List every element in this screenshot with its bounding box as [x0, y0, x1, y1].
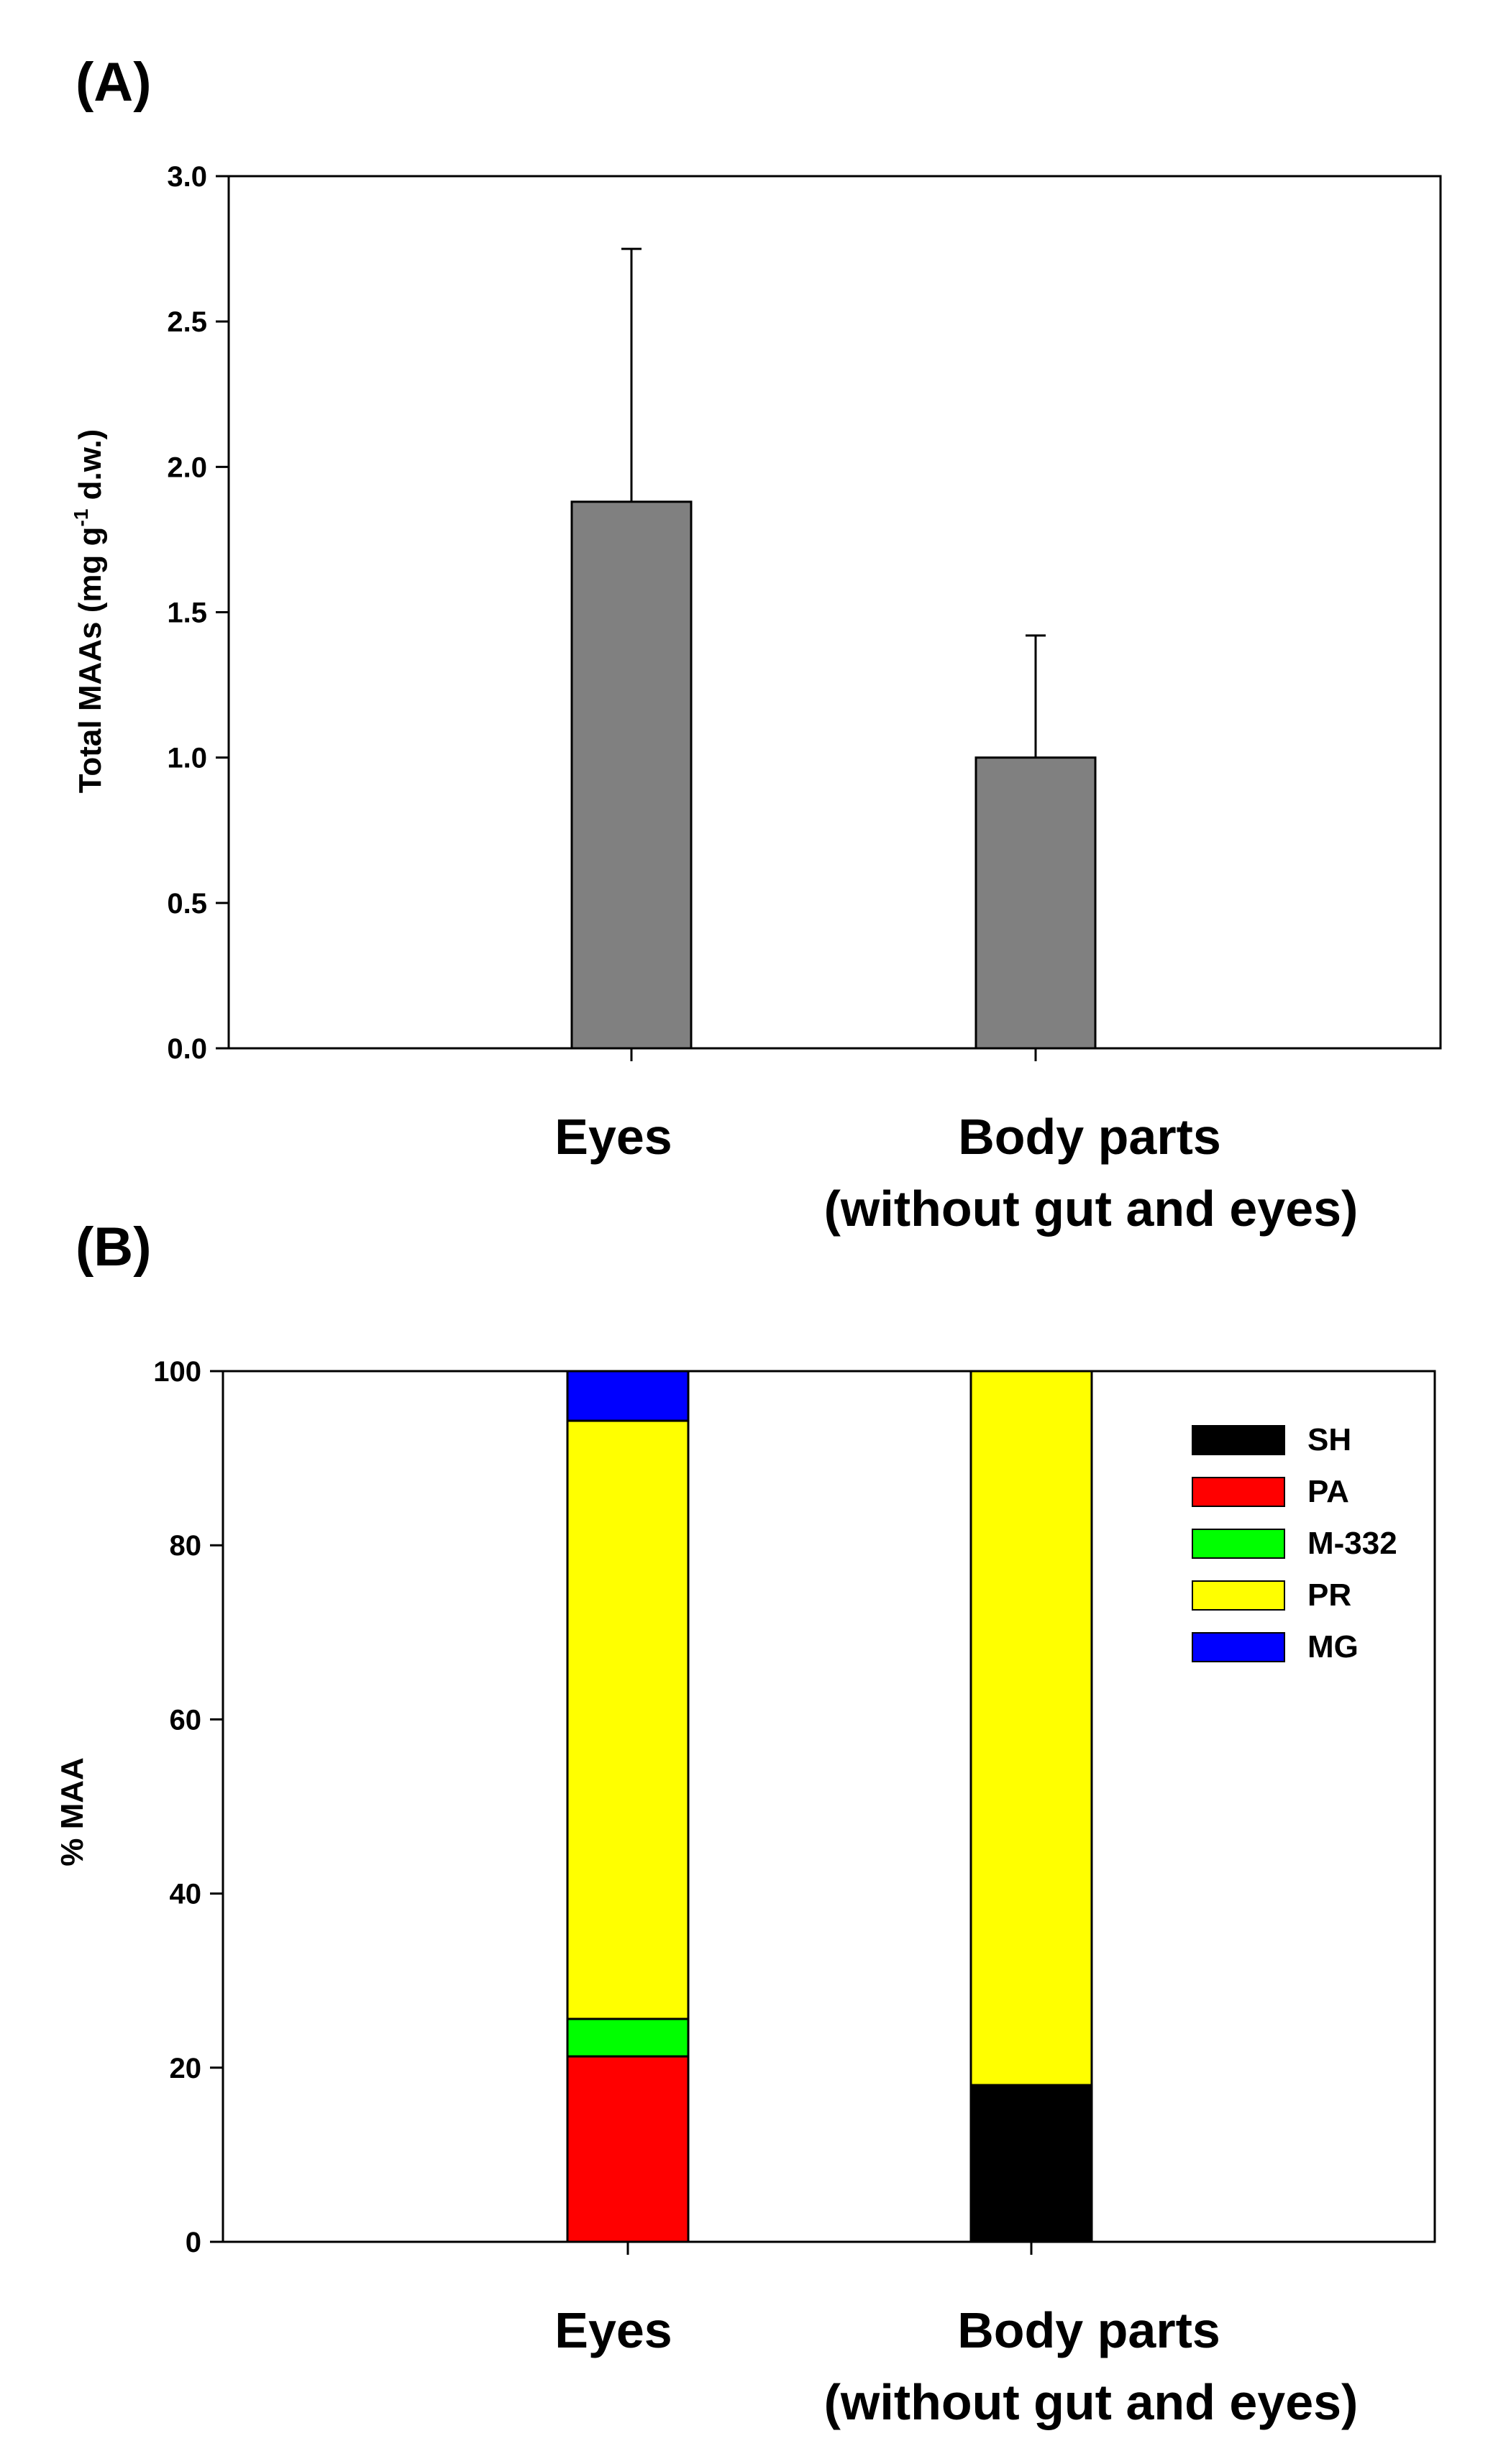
legend-label-sh: SH [1307, 1422, 1351, 1457]
panel-a-y-title-suffix: d.w.) [73, 429, 108, 509]
panel-b-segment-pa [566, 2055, 690, 2243]
panel-a-bar [974, 756, 1097, 1050]
panel-b-y-tick-label: 40 [170, 1879, 202, 1910]
panel-b-bars [566, 1370, 1093, 2243]
legend-label-mg: MG [1307, 1629, 1359, 1664]
panel-b-plot-frame [222, 1370, 1436, 2243]
panel-b-categories: Eyes Body parts (without gut and eyes) [554, 2302, 1358, 2430]
panel-a: (A) Total MAAs (mg g-1 d.w.) 0.0 0.5 1.0 1.… [70, 52, 1442, 1237]
panel-b-y-tick-label: 20 [170, 2053, 202, 2084]
panel-b-segment-sh [969, 2084, 1093, 2243]
panel-a-y-tick-label: 3.0 [167, 161, 207, 193]
legend-label-m-332: M-332 [1307, 1526, 1397, 1561]
panel-b-legend: SH PA M-332 PR MG [1192, 1422, 1397, 1664]
panel-b-segment-m-332 [566, 2018, 690, 2058]
panel-a-y-tick-label: 0.0 [167, 1033, 207, 1065]
panel-b-y-tick-label: 0 [186, 2227, 201, 2258]
panel-a-y-axis-title: Total MAAs (mg g-1 d.w.) [70, 429, 108, 793]
panel-a-y-tick-label: 1.5 [167, 597, 207, 629]
legend-swatch-pa [1192, 1477, 1285, 1507]
panel-a-axes: 0.0 0.5 1.0 1.5 2.0 2.5 3.0 [167, 161, 1442, 1065]
panel-a-bars [570, 247, 1097, 1050]
panel-a-plot-frame [227, 175, 1442, 1050]
panel-a-label: (A) [76, 52, 152, 113]
legend-swatch-m-332 [1192, 1529, 1285, 1559]
legend-label-pr: PR [1307, 1577, 1351, 1613]
panel-b-category-label-line2: (without gut and eyes) [824, 2374, 1359, 2430]
panel-a-y-tick-label: 2.0 [167, 452, 207, 483]
panel-b-category-label: Body parts [957, 2302, 1220, 2358]
panel-b-segment-pr [969, 1370, 1093, 2087]
legend-swatch-mg [1192, 1632, 1285, 1662]
panel-b-y-tick-label: 80 [170, 1530, 202, 1562]
panel-b-label: (B) [76, 1217, 152, 1278]
panel-b-category-label: Eyes [554, 2302, 672, 2358]
legend-swatch-pr [1192, 1580, 1285, 1611]
panel-a-y-title-main: Total MAAs (mg g [73, 526, 108, 793]
panel-b-axes: 0 20 40 60 80 100 [153, 1356, 1436, 2258]
panel-a-categories: Eyes Body parts (without gut and eyes) [554, 1109, 1358, 1237]
panel-b-y-tick-label: 60 [170, 1704, 202, 1736]
panel-a-y-tick-label: 2.5 [167, 306, 207, 338]
panel-a-y-title-superscript: -1 [70, 509, 92, 527]
panel-a-category-label: Body parts [958, 1109, 1221, 1165]
panel-a-category-label: Eyes [554, 1109, 672, 1165]
panel-b-segment-mg [566, 1370, 690, 1422]
legend-label-pa: PA [1307, 1474, 1349, 1509]
panel-b: (B) % MAA 0 20 40 60 80 100 SH PA M-332 PR MG Eye… [55, 1217, 1436, 2430]
panel-a-y-tick-label: 0.5 [167, 888, 207, 920]
legend-swatch-sh [1192, 1425, 1285, 1455]
panel-b-y-axis-title: % MAA [55, 1757, 90, 1867]
panel-a-category-label-line2: (without gut and eyes) [824, 1181, 1359, 1237]
panel-a-bar [570, 500, 693, 1050]
panel-a-y-tick-label: 1.0 [167, 743, 207, 774]
panel-b-y-tick-label: 100 [153, 1356, 201, 1388]
panel-a-y-axis-title-text: Total MAAs (mg g-1 d.w.) [70, 429, 108, 793]
panel-b-segment-pr [566, 1419, 690, 2020]
